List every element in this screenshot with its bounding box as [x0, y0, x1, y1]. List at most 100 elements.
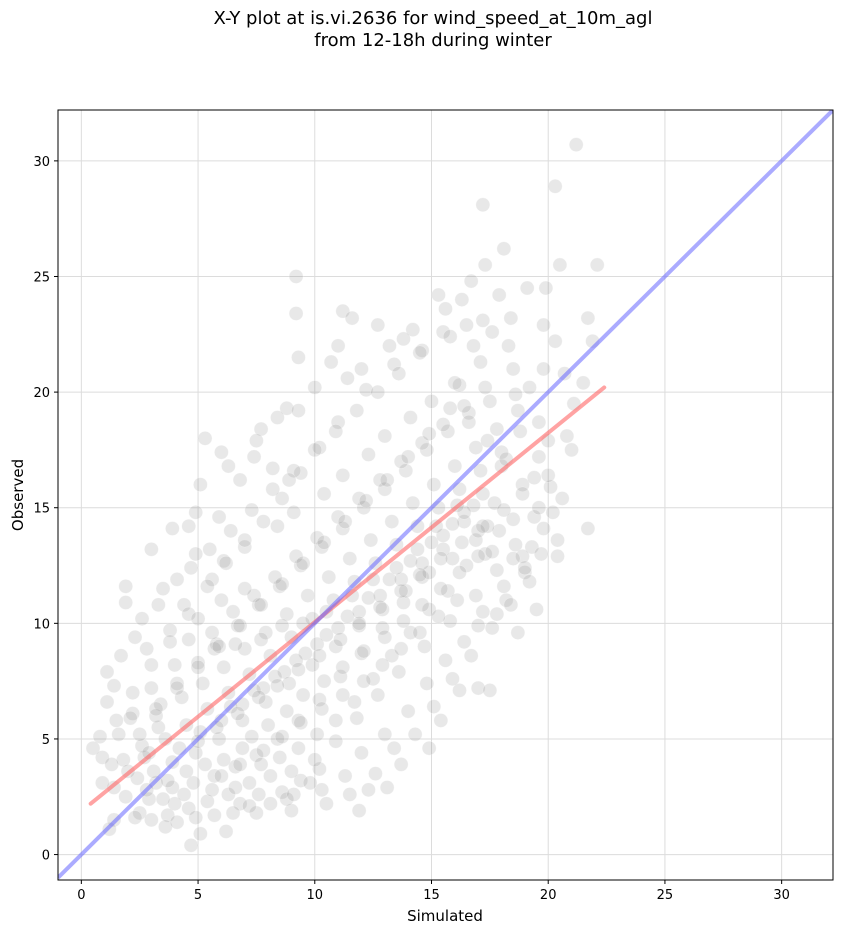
- data-point: [375, 657, 390, 673]
- data-point: [335, 660, 351, 675]
- chart-title-line-1: X-Y plot at is.vi.2636 for wind_speed_at…: [213, 8, 653, 29]
- data-point: [461, 405, 477, 421]
- data-point: [351, 803, 367, 818]
- data-point: [365, 671, 381, 687]
- data-point: [435, 324, 451, 340]
- data-point: [482, 394, 498, 409]
- data-point: [470, 680, 486, 696]
- data-point: [204, 782, 220, 798]
- data-point: [531, 449, 547, 465]
- data-point: [482, 683, 498, 698]
- data-point: [386, 740, 402, 756]
- data-point: [307, 752, 323, 768]
- data-point: [106, 678, 122, 694]
- data-point: [216, 660, 231, 675]
- data-point: [552, 257, 568, 273]
- data-point: [370, 687, 386, 703]
- data-point: [433, 713, 449, 728]
- data-point: [162, 634, 178, 650]
- data-point: [218, 824, 234, 839]
- data-point: [307, 442, 323, 458]
- data-point: [309, 636, 325, 652]
- data-point: [452, 683, 467, 698]
- data-point: [393, 583, 409, 599]
- data-point: [190, 611, 206, 626]
- data-point: [286, 463, 302, 478]
- data-point: [270, 678, 285, 694]
- data-point: [496, 579, 512, 594]
- data-point: [375, 602, 390, 617]
- data-point: [459, 317, 474, 333]
- data-point: [347, 694, 362, 710]
- data-point: [363, 532, 379, 548]
- data-point: [232, 618, 248, 633]
- data-point: [218, 555, 234, 571]
- data-point: [270, 410, 285, 425]
- data-point: [316, 673, 332, 689]
- data-point: [232, 472, 248, 488]
- data-point: [491, 287, 507, 303]
- data-point: [564, 442, 579, 458]
- data-point: [274, 729, 290, 744]
- data-point: [216, 553, 231, 569]
- data-point: [291, 740, 306, 756]
- data-point: [403, 410, 418, 425]
- y-tick-label: 10: [33, 617, 50, 632]
- data-point: [382, 338, 397, 354]
- data-point: [468, 440, 484, 455]
- data-point: [291, 713, 306, 728]
- data-point: [540, 468, 556, 483]
- data-point: [477, 380, 493, 395]
- data-point: [391, 366, 407, 381]
- data-point: [421, 426, 437, 441]
- data-points: [85, 137, 605, 853]
- data-point: [256, 514, 271, 529]
- data-point: [127, 810, 143, 825]
- data-point: [288, 269, 304, 284]
- data-point: [505, 361, 521, 377]
- data-point: [480, 518, 495, 534]
- data-point: [461, 414, 477, 430]
- data-point: [253, 421, 269, 437]
- data-point: [580, 310, 596, 326]
- data-point: [489, 421, 505, 437]
- data-point: [221, 458, 236, 474]
- plot-frame: [57, 109, 834, 881]
- data-point: [550, 532, 565, 548]
- data-point: [384, 514, 400, 529]
- data-point: [342, 551, 358, 566]
- data-point: [438, 653, 453, 668]
- data-point: [200, 579, 215, 594]
- data-point: [251, 787, 267, 802]
- data-point: [536, 317, 551, 333]
- data-point: [559, 428, 575, 444]
- data-point: [358, 493, 374, 509]
- data-point: [419, 442, 435, 458]
- data-point: [160, 773, 175, 788]
- data-point: [354, 745, 369, 761]
- data-point: [214, 592, 229, 608]
- data-point: [92, 729, 108, 744]
- data-point: [288, 306, 304, 321]
- regression-line: [88, 385, 607, 806]
- data-point: [174, 690, 189, 705]
- data-point: [496, 241, 512, 256]
- data-point: [274, 576, 290, 592]
- data-point: [246, 449, 262, 465]
- data-point: [489, 562, 505, 578]
- data-point: [456, 514, 472, 529]
- data-point: [176, 597, 192, 613]
- data-point: [293, 773, 309, 788]
- data-point: [293, 558, 309, 573]
- data-point: [454, 292, 470, 307]
- data-point: [118, 579, 133, 594]
- data-point: [293, 715, 309, 731]
- data-point: [223, 523, 238, 539]
- data-point: [232, 757, 248, 772]
- data-point: [242, 798, 257, 814]
- data-point: [279, 703, 295, 719]
- data-point: [531, 414, 547, 430]
- data-point: [286, 787, 302, 802]
- data-point: [519, 280, 535, 296]
- data-point: [475, 518, 491, 534]
